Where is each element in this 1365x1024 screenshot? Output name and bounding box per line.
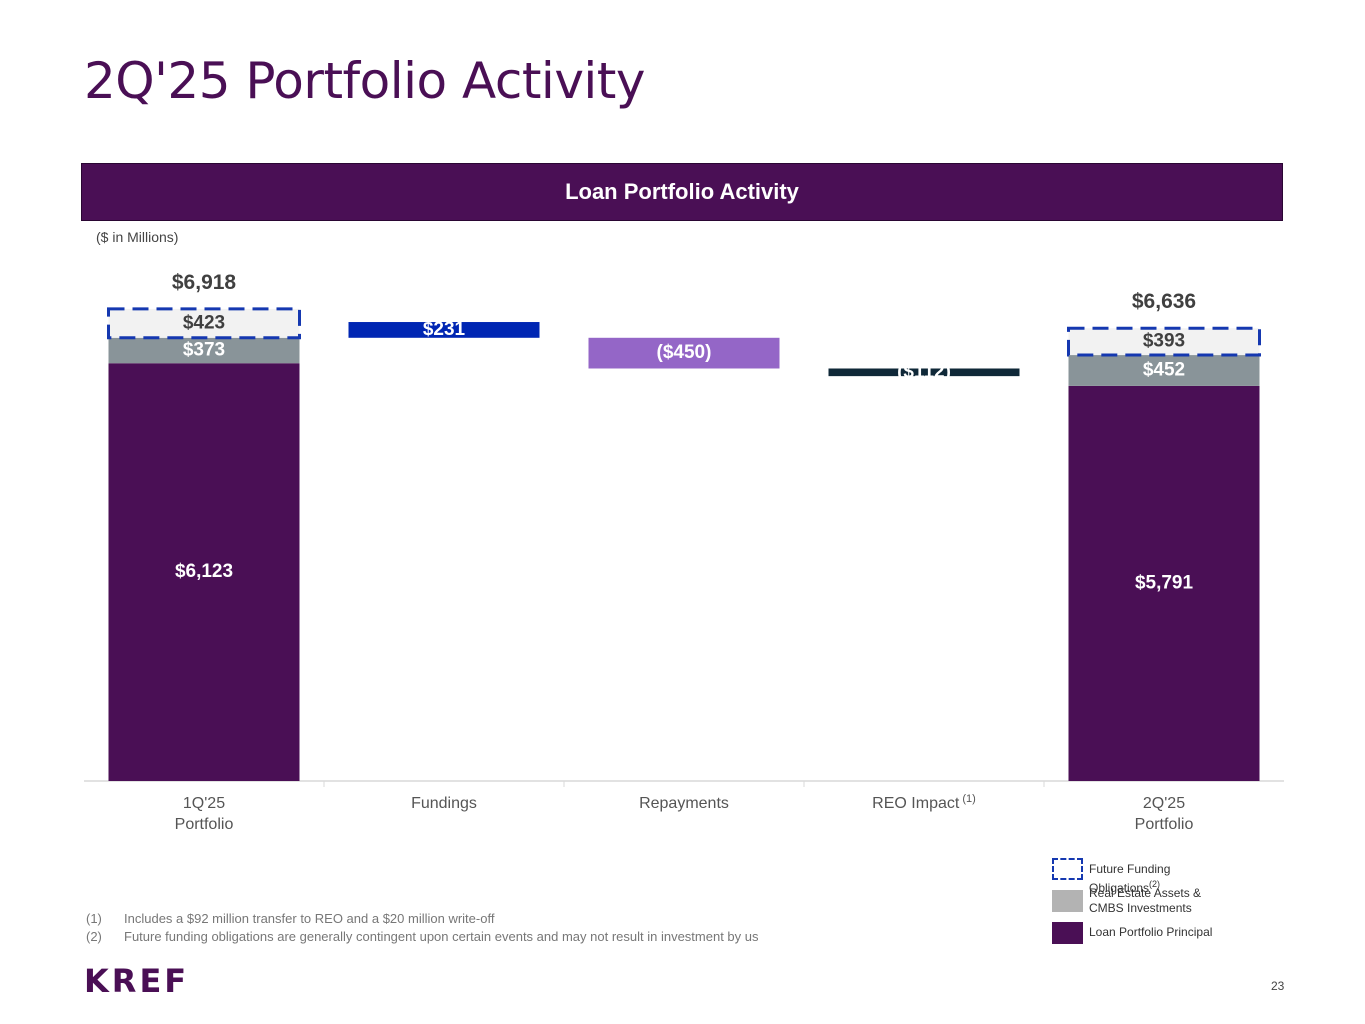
fundings-label: $231 xyxy=(423,319,466,340)
reo-impact-label: ($112) xyxy=(897,361,951,382)
repayments-bar xyxy=(588,337,780,369)
start-total-label: $6,918 xyxy=(172,271,237,294)
legend-label-loan-principal: Loan Portfolio Principal xyxy=(1089,925,1213,939)
kref-logo: KREF xyxy=(84,962,190,1000)
category-label-fundings: Fundings xyxy=(411,795,477,812)
end-loan-principal-bar xyxy=(1068,385,1260,781)
reo-impact-bar xyxy=(828,368,1020,377)
section-header: Loan Portfolio Activity xyxy=(81,163,1283,221)
end-loan-principal-label: $5,791 xyxy=(1135,572,1194,593)
start-real-estate-bar xyxy=(108,337,300,364)
footnote-2: (2) Future funding obligations are gener… xyxy=(86,929,759,944)
end-future-funding-label: $393 xyxy=(1143,331,1185,352)
category-label-reo: REO Impact (1) xyxy=(872,793,976,812)
end-total-label: $6,636 xyxy=(1132,290,1196,313)
legend-label-future-funding: Future Funding Obligations xyxy=(1089,862,1171,895)
category-label-start: 1Q'25 xyxy=(183,795,225,812)
legend-item-future-funding: Future Funding Obligations(2) xyxy=(1052,858,1239,896)
start-loan-principal-label: $6,123 xyxy=(175,561,233,582)
category-label-start-line2: Portfolio xyxy=(175,816,234,833)
footnote-2-text: Future funding obligations are generally… xyxy=(124,929,759,944)
legend-swatch-loan-principal xyxy=(1052,922,1083,944)
legend-sup-future-funding: (2) xyxy=(1149,879,1161,889)
start-future-funding-label: $423 xyxy=(183,312,225,333)
start-real-estate-label: $373 xyxy=(183,340,225,361)
legend-item-loan-principal: Loan Portfolio Principal xyxy=(1052,922,1212,944)
fundings-bar xyxy=(348,322,540,338)
legend-swatch-future-funding xyxy=(1052,858,1083,880)
start-loan-principal-bar xyxy=(108,363,300,781)
units-note: ($ in Millions) xyxy=(96,229,179,245)
footnote-1: (1) Includes a $92 million transfer to R… xyxy=(86,911,494,926)
legend-swatch-real-estate xyxy=(1052,890,1083,912)
page-title: 2Q'25 Portfolio Activity xyxy=(84,52,646,110)
start-future-funding-bar xyxy=(107,307,301,340)
end-real-estate-bar xyxy=(1068,355,1260,386)
category-label-repayments: Repayments xyxy=(639,795,729,812)
end-real-estate-label: $452 xyxy=(1143,359,1185,380)
legend-item-real-estate: Real Estate Assets & CMBS Investments xyxy=(1052,886,1239,916)
page-number: 23 xyxy=(1271,979,1285,993)
category-label-end: 2Q'25 xyxy=(1143,795,1185,812)
legend-label-real-estate: Real Estate Assets & CMBS Investments xyxy=(1089,886,1202,915)
footnote-2-number: (2) xyxy=(86,929,102,944)
category-label-end-line2: Portfolio xyxy=(1135,816,1194,833)
footnote-1-text: Includes a $92 million transfer to REO a… xyxy=(124,911,495,926)
footnote-1-number: (1) xyxy=(86,911,102,926)
repayments-label: ($450) xyxy=(657,342,712,363)
end-future-funding-bar xyxy=(1067,326,1261,357)
waterfall-chart: $6,123 $373 $423 $6,918 $5,791 $452 $393 $6,636… xyxy=(84,271,1284,833)
